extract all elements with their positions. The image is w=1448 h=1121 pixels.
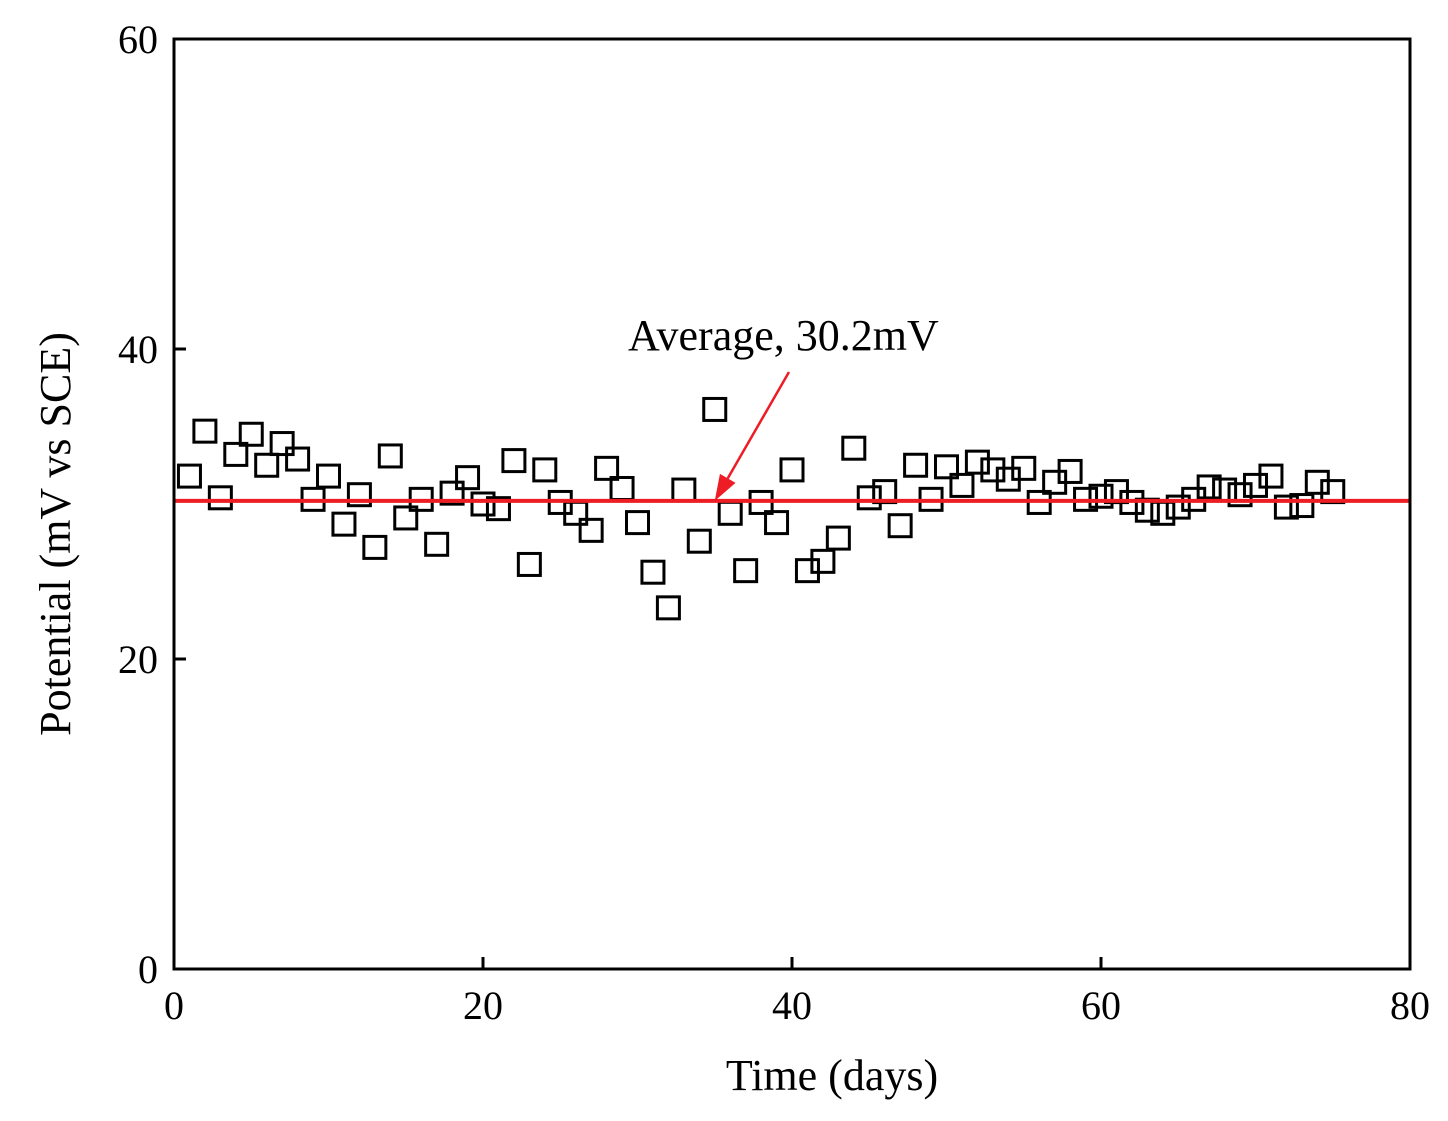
data-point <box>501 448 527 474</box>
data-point <box>455 465 481 491</box>
data-point <box>1196 474 1222 500</box>
data-point <box>794 558 820 584</box>
data-point <box>485 496 511 522</box>
data-point <box>223 441 249 467</box>
data-point <box>532 457 558 483</box>
data-point <box>764 510 790 536</box>
y-tick-label: 20 <box>118 637 158 682</box>
data-point <box>377 443 403 469</box>
x-tick-label: 0 <box>164 983 184 1028</box>
data-point <box>964 449 990 475</box>
data-point <box>238 421 264 447</box>
data-point <box>1011 455 1037 481</box>
data-point <box>1304 469 1330 495</box>
data-point <box>316 463 341 489</box>
data-point <box>655 595 681 621</box>
y-tick-label: 60 <box>118 17 158 62</box>
data-point <box>1289 493 1315 519</box>
data-point <box>640 559 666 585</box>
y-tick-label: 0 <box>138 947 158 992</box>
x-tick-label: 40 <box>772 983 812 1028</box>
x-tick-label: 20 <box>463 983 503 1028</box>
data-point <box>192 418 218 444</box>
data-point <box>934 454 959 480</box>
data-point <box>779 457 805 483</box>
data-point <box>424 531 450 557</box>
data-point <box>1057 458 1083 484</box>
data-point <box>362 534 388 560</box>
x-tick-label: 80 <box>1390 983 1430 1028</box>
data-point <box>980 457 1006 483</box>
x-axis-title: Time (days) <box>726 1051 938 1100</box>
data-point <box>717 500 743 526</box>
annotation-arrow <box>726 371 791 479</box>
data-point <box>903 452 929 478</box>
data-point <box>285 446 311 472</box>
data-point <box>269 431 295 457</box>
data-point <box>578 517 604 543</box>
data-point <box>346 482 372 508</box>
data-point <box>686 528 712 554</box>
data-point <box>1165 494 1191 520</box>
data-point <box>207 485 233 511</box>
data-point <box>702 396 728 422</box>
axis-ticks <box>174 347 1103 969</box>
y-tick-label: 40 <box>118 327 158 372</box>
data-point <box>856 485 882 511</box>
data-point <box>1088 483 1114 509</box>
data-point <box>841 435 867 461</box>
axis-tick-labels: 0 20 40 60 80 0 20 40 60 <box>118 17 1430 1028</box>
data-point <box>625 510 650 536</box>
data-point <box>331 511 357 537</box>
annotation-label: Average, 30.2mV <box>628 311 939 360</box>
data-point <box>393 505 419 531</box>
data-point <box>439 480 465 506</box>
data-point <box>1273 494 1299 520</box>
annotation-arrowhead <box>714 473 736 501</box>
data-point <box>733 558 759 584</box>
data-point <box>470 491 496 517</box>
x-tick-label: 60 <box>1081 983 1121 1028</box>
data-point <box>810 548 836 574</box>
data-point <box>254 452 280 478</box>
data-point <box>949 472 975 498</box>
data-point <box>516 551 542 577</box>
plot-frame <box>172 37 1412 971</box>
data-point <box>1258 463 1284 489</box>
data-point <box>887 513 913 539</box>
data-point <box>825 525 851 551</box>
data-markers <box>176 396 1346 621</box>
data-point <box>1227 482 1253 508</box>
y-axis-title: Potential (mV vs SCE) <box>31 332 80 736</box>
data-point <box>594 455 620 481</box>
data-point <box>671 477 697 503</box>
data-point <box>1243 472 1268 498</box>
data-point <box>176 463 202 489</box>
